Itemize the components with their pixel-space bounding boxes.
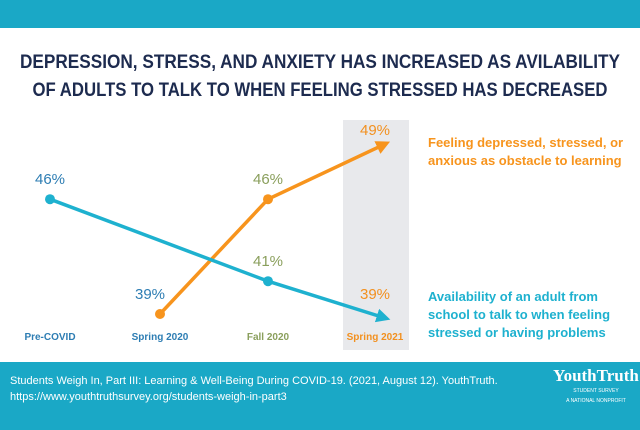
x-tick-label: Spring 2021: [347, 332, 404, 343]
title: OF ADULTS TO TALK TO WHEN FEELING STRESS…: [33, 80, 608, 101]
point: [155, 309, 165, 319]
value-label: 46%: [253, 171, 283, 188]
line: [49, 197, 391, 323]
value-label: 39%: [135, 286, 165, 303]
value-label: 41%: [253, 253, 283, 270]
footer-band: [0, 362, 640, 430]
logo-name: YouthTruth: [553, 366, 639, 385]
x-tick-label: Fall 2020: [247, 332, 290, 343]
source: Students Weigh In, Part III: Learning & …: [10, 375, 498, 387]
point: [263, 276, 273, 287]
value-label: 49%: [360, 122, 390, 139]
point: [45, 194, 55, 205]
source: https://www.youthtruthsurvey.org/student…: [10, 391, 287, 403]
point: [263, 194, 273, 205]
value-label: 39%: [360, 286, 390, 303]
legend-label: Feeling depressed, stressed, or anxious …: [428, 135, 624, 168]
x-tick-label: Spring 2020: [132, 332, 189, 343]
x-tick-label: Pre-COVID: [24, 332, 75, 343]
logo-sub: A NATIONAL NONPROFIT: [566, 398, 626, 404]
top-band: [0, 0, 640, 28]
title: DEPRESSION, STRESS, AND ANXIETY HAS INCR…: [20, 52, 620, 73]
logo-tagline: STUDENT SURVEY: [573, 388, 619, 394]
legend-label: Availability of an adult from school to …: [428, 289, 611, 340]
value-label: 46%: [35, 171, 65, 188]
